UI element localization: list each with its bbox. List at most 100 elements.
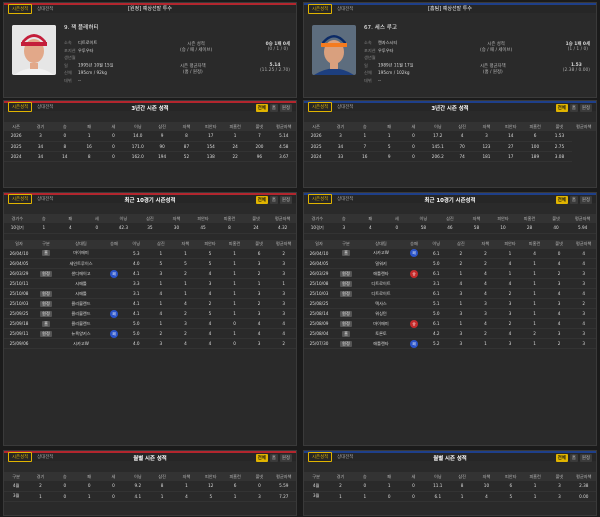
table-row[interactable]: 26/03/29 원정 애틀랜타 승 6.1 1 4 1 1 2 3 <box>304 268 596 279</box>
home-tab-season[interactable]: 시즌성적 <box>308 4 333 14</box>
filter-away[interactable]: 원정 <box>579 104 592 112</box>
column-header: 상대팀 <box>358 239 404 249</box>
table-row[interactable]: 26/04/05 밀워키 5.0 2 2 4 1 4 4 <box>304 258 596 269</box>
away-recent-tab-season[interactable]: 시즌성적 <box>8 194 33 204</box>
filter-home[interactable]: 홈 <box>569 454 578 462</box>
table-row[interactable]: 26/04/05 세인트루이스 4.0 5 5 5 1 3 3 <box>4 258 296 269</box>
table-cell: 1 <box>328 491 353 502</box>
away-monthly-filters: 전체 홈 원정 <box>255 454 292 462</box>
column-header: 볼넷 <box>546 239 572 249</box>
table-cell: 3 <box>497 298 523 309</box>
table-row[interactable]: 25/09/18 홈 클리블랜드 5.0 1 3 4 0 4 4 <box>4 318 296 329</box>
column-header: 경기수 <box>4 214 31 223</box>
table-cell: 4 <box>497 258 523 269</box>
table-row[interactable]: 25/10/03 원정 클리블랜드 4.1 1 4 2 1 2 3 <box>4 298 296 309</box>
filter-away[interactable]: 원정 <box>279 196 292 204</box>
filter-home[interactable]: 홈 <box>569 104 578 112</box>
table-cell: 4 <box>546 288 572 299</box>
table-cell: 1 <box>497 268 523 279</box>
column-header: 자책 <box>473 239 498 249</box>
table-row[interactable]: 25/10/08 원정 디트로이트 3.1 4 4 4 1 3 3 <box>304 278 596 289</box>
table-row[interactable]: 25/08/04 홈 토론토 4.2 3 2 4 2 3 3 <box>304 328 596 339</box>
home-recent-tab-season[interactable]: 시즌성적 <box>308 194 333 204</box>
away-recent-tab-versus[interactable]: 상대전적 <box>37 197 54 202</box>
table-cell: 34 <box>328 141 353 152</box>
table-row[interactable]: 26/03/29 원정 샌디에이고 패 4.1 3 2 4 1 2 3 <box>4 268 296 279</box>
home-tab-versus[interactable]: 상대전적 <box>337 7 354 12</box>
table-cell: 0 <box>101 141 126 152</box>
filter-home[interactable]: 홈 <box>269 104 278 112</box>
home-three-tab-versus[interactable]: 상대전적 <box>337 105 354 110</box>
table-cell: 6 <box>222 481 248 492</box>
table-cell: 1 <box>271 278 296 289</box>
home-monthly-tab-versus[interactable]: 상대전적 <box>337 455 354 460</box>
table-cell: 2024 <box>304 151 329 162</box>
away-monthly-tab-season[interactable]: 시즌성적 <box>8 452 33 462</box>
table-cell: 원정 <box>334 338 358 349</box>
filter-all[interactable]: 전체 <box>555 104 568 112</box>
table-cell: 1 <box>30 223 58 234</box>
table-row[interactable]: 25/09/25 원정 클리블랜드 패 4.1 4 2 5 1 3 3 <box>4 308 296 319</box>
away-tab-versus[interactable]: 상대전적 <box>37 7 54 12</box>
table-row[interactable]: 25/10/03 원정 디트로이트 6.1 3 4 2 1 4 4 <box>304 288 596 299</box>
table-cell: 14 <box>52 151 77 162</box>
filter-all[interactable]: 전체 <box>255 454 268 462</box>
table-cell: 1 <box>448 298 474 309</box>
column-header: 평균자책 <box>271 239 296 249</box>
filter-all[interactable]: 전체 <box>555 454 568 462</box>
filter-home[interactable]: 홈 <box>269 196 278 204</box>
table-cell: 3 <box>547 491 572 502</box>
table-cell: 25/09/06 <box>4 338 34 349</box>
filter-home[interactable]: 홈 <box>269 454 278 462</box>
table-cell: 2 <box>522 328 547 339</box>
table-cell: 2025 <box>304 141 329 152</box>
table-cell: 2 <box>448 248 474 259</box>
table-cell: 1 <box>352 131 377 142</box>
table-cell: 100 <box>522 141 548 152</box>
table-row[interactable]: 25/09/11 원정 뉴욕양키스 패 5.0 2 2 4 1 4 4 <box>4 328 296 339</box>
away-three-tab-season[interactable]: 시즌성적 <box>8 102 33 112</box>
table-row[interactable]: 25/09/06 시카고W 4.0 3 4 4 0 3 2 <box>4 338 296 349</box>
table-cell: 애틀랜타 <box>358 338 404 349</box>
table-row[interactable]: 25/08/14 원정 워싱턴 5.0 3 3 3 1 4 3 <box>304 308 596 319</box>
table-row[interactable]: 26/04/10 홈 마이애미 5.3 1 1 5 1 6 2 <box>4 248 296 259</box>
home-monthly-tab-season[interactable]: 시즌성적 <box>308 452 333 462</box>
table-cell: 시카고W <box>58 338 104 349</box>
table-row[interactable]: 25/07/30 원정 애틀랜타 패 5.2 3 1 3 1 2 3 <box>304 338 596 349</box>
table-cell: 승 <box>404 318 424 329</box>
table-row[interactable]: 25/10/11 시애틀 3.3 1 1 3 1 1 1 <box>4 278 296 289</box>
column-header: 자책 <box>474 472 499 481</box>
table-row[interactable]: 26/04/10 홈 시카고W 패 6.1 2 2 1 4 0 4 <box>304 248 596 259</box>
table-cell: 14.0 <box>125 131 150 142</box>
table-cell: 0.00 <box>571 491 596 502</box>
filter-all[interactable]: 전체 <box>255 196 268 204</box>
table-cell: 4 <box>546 258 572 269</box>
table-row[interactable]: 25/08/09 원정 마이애미 승 6.1 1 4 2 1 4 4 <box>304 318 596 329</box>
table-row: 3월 1 1 0 0 6.1 1 4 5 1 3 0.00 <box>304 491 596 502</box>
table-cell: 3 <box>271 258 296 269</box>
away-three-tab-versus[interactable]: 상대전적 <box>37 105 54 110</box>
table-cell: 1 <box>149 491 175 502</box>
table-row[interactable]: 25/08/25 텍사스 5.1 1 3 3 1 3 2 <box>304 298 596 309</box>
home-three-tab-season[interactable]: 시즌성적 <box>308 102 333 112</box>
filter-away[interactable]: 원정 <box>279 104 292 112</box>
table-cell: 1 <box>522 318 547 329</box>
away-monthly-tab-versus[interactable]: 상대전적 <box>37 455 54 460</box>
away-tab-season[interactable]: 시즌성적 <box>8 4 33 14</box>
filter-away[interactable]: 원정 <box>279 454 292 462</box>
table-cell: 디트로이트 <box>358 278 404 289</box>
table-cell: 26/04/05 <box>4 258 34 269</box>
table-cell: 52 <box>174 151 199 162</box>
filter-away[interactable]: 원정 <box>579 454 592 462</box>
venue-chip: 홈 <box>42 320 50 327</box>
table-cell: 2 <box>546 268 572 279</box>
column-header: 패 <box>57 214 84 223</box>
home-recent-tab-versus[interactable]: 상대전적 <box>337 197 354 202</box>
filter-away[interactable]: 원정 <box>579 196 592 204</box>
filter-home[interactable]: 홈 <box>569 196 578 204</box>
filter-all[interactable]: 전체 <box>255 104 268 112</box>
table-row[interactable]: 25/10/08 원정 시애틀 3.1 4 1 4 1 3 3 <box>4 288 296 299</box>
table-cell: 2 <box>546 338 572 349</box>
home-season-record: 시즌 성적 (승 / 패 / 세이브) 1승 1패 0세 (1 / 1 / 0) 시즌… <box>480 42 590 75</box>
filter-all[interactable]: 전체 <box>555 196 568 204</box>
